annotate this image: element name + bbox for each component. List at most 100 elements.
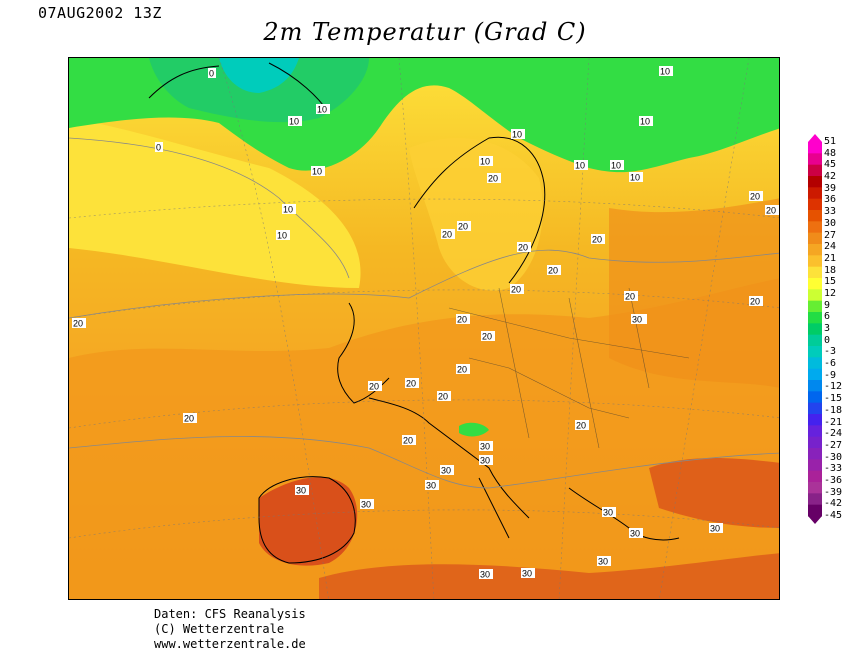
svg-text:20: 20 [369,382,379,392]
colorbar-swatch [808,164,822,177]
svg-text:10: 10 [660,67,670,77]
legend-tick-label: 33 [824,206,837,218]
colorbar-swatch [808,436,822,449]
legend-tick-label: 42 [824,171,837,183]
svg-text:20: 20 [625,292,635,302]
contour-label: 10 [288,116,302,127]
legend-tick-label: -36 [824,474,843,486]
svg-text:30: 30 [480,442,490,452]
cool-zone-scandinavia [409,138,543,291]
legend-tick-label: 18 [824,264,837,276]
contour-label: 30 [521,568,535,579]
legend-tick-label: -21 [824,416,843,428]
svg-text:20: 20 [750,297,760,307]
svg-text:10: 10 [640,117,650,127]
contour-label: 20 [517,242,531,253]
svg-text:30: 30 [426,481,436,491]
credit-website-link[interactable]: www.wetterzentrale.de [154,637,306,651]
contour-label: 10 [639,116,653,127]
colorbar-top-arrow [808,134,822,142]
legend-tick-label: 24 [824,241,837,253]
warm-zone-central [69,278,779,599]
legend-tick-label: -12 [824,381,843,393]
legend-tick-label: 9 [824,299,831,311]
temperature-map: 0 10 10 0 10 10 10 10 10 10 10 10 10 10 20 20 20 20 20 20 20… [68,57,780,600]
svg-text:10: 10 [283,205,293,215]
date-label: 07AUG2002 13Z [38,4,162,22]
legend-tick-label: -45 [824,510,843,521]
contour-label: 20 [183,413,197,424]
cold-zone-greenland-core [219,58,299,93]
colorbar-swatch [808,504,822,517]
contour-label: 20 [765,205,779,216]
map-title: 2m Temperatur (Grad C) [263,18,587,46]
svg-text:20: 20 [403,436,413,446]
contour-label: 10 [311,166,325,177]
colorbar-swatch [808,289,822,302]
contour-label: 0 [155,142,163,153]
colorbar-swatch [808,153,822,166]
contour-label: 10 [659,66,673,77]
legend-tick-label: -3 [824,346,837,358]
contour-label: 20 [441,229,455,240]
svg-text:30: 30 [522,569,532,579]
colorbar-swatch [808,244,822,256]
warm-zone-east [609,198,779,388]
legend-tick-label: 0 [824,334,831,346]
contour-label: 20 [624,291,638,302]
legend-tick-label: -18 [824,404,843,416]
contour-label: 30 [440,465,454,476]
legend-tick-label: 45 [824,159,837,171]
contour-label: 30 [597,556,611,567]
svg-text:30: 30 [603,508,613,518]
contour-label: 20 [749,296,763,307]
svg-text:10: 10 [512,130,522,140]
contour-label: 20 [405,378,419,389]
legend-tick-label: -33 [824,463,843,475]
contour-label: 20 [487,173,501,184]
svg-text:10: 10 [575,161,585,171]
colorbar-swatch [808,402,822,415]
legend-tick-label: 12 [824,287,837,299]
svg-text:30: 30 [630,529,640,539]
colorbar-swatch [808,368,822,381]
contour-label: 20 [510,284,524,295]
svg-text:20: 20 [457,315,467,325]
svg-text:10: 10 [480,157,490,167]
svg-text:20: 20 [592,235,602,245]
contour-label: 20 [456,314,470,325]
contour-label: 10 [629,172,643,183]
colorbar-swatch [808,300,822,313]
legend-tick-label: 3 [824,323,831,334]
colorbar-swatch [808,493,822,506]
contour-label: 20 [575,420,589,431]
cold-zone-alps [459,422,489,437]
legend-tick-label: 51 [824,136,837,147]
svg-text:20: 20 [548,266,558,276]
svg-text:20: 20 [442,230,452,240]
colorbar-swatch [808,425,822,438]
colorbar-swatch [808,414,822,426]
colorbar-swatch [808,142,822,154]
contour-label: 30 [631,314,645,325]
coastlines [148,62,680,564]
credit-source: Daten: CFS Reanalysis [154,607,306,621]
legend-tick-label: 30 [824,217,837,229]
graticule [69,58,779,599]
contour-label: 10 [574,160,588,171]
svg-text:30: 30 [632,315,642,325]
contour-label: 10 [511,129,525,140]
contour-label: 30 [295,485,309,496]
svg-text:30: 30 [361,500,371,510]
legend-tick-label: -24 [824,428,843,440]
contour-label: 30 [709,523,723,534]
legend-colorbar [808,134,822,524]
colorbar-swatch [808,323,822,336]
contour-label: 30 [479,441,493,452]
legend-tick-label: -42 [824,498,843,510]
legend-tick-label: 15 [824,276,837,288]
colorbar-swatch [808,459,822,472]
svg-text:10: 10 [312,167,322,177]
hot-zone-iberia [259,477,358,566]
legend-tick-label: 21 [824,252,837,264]
